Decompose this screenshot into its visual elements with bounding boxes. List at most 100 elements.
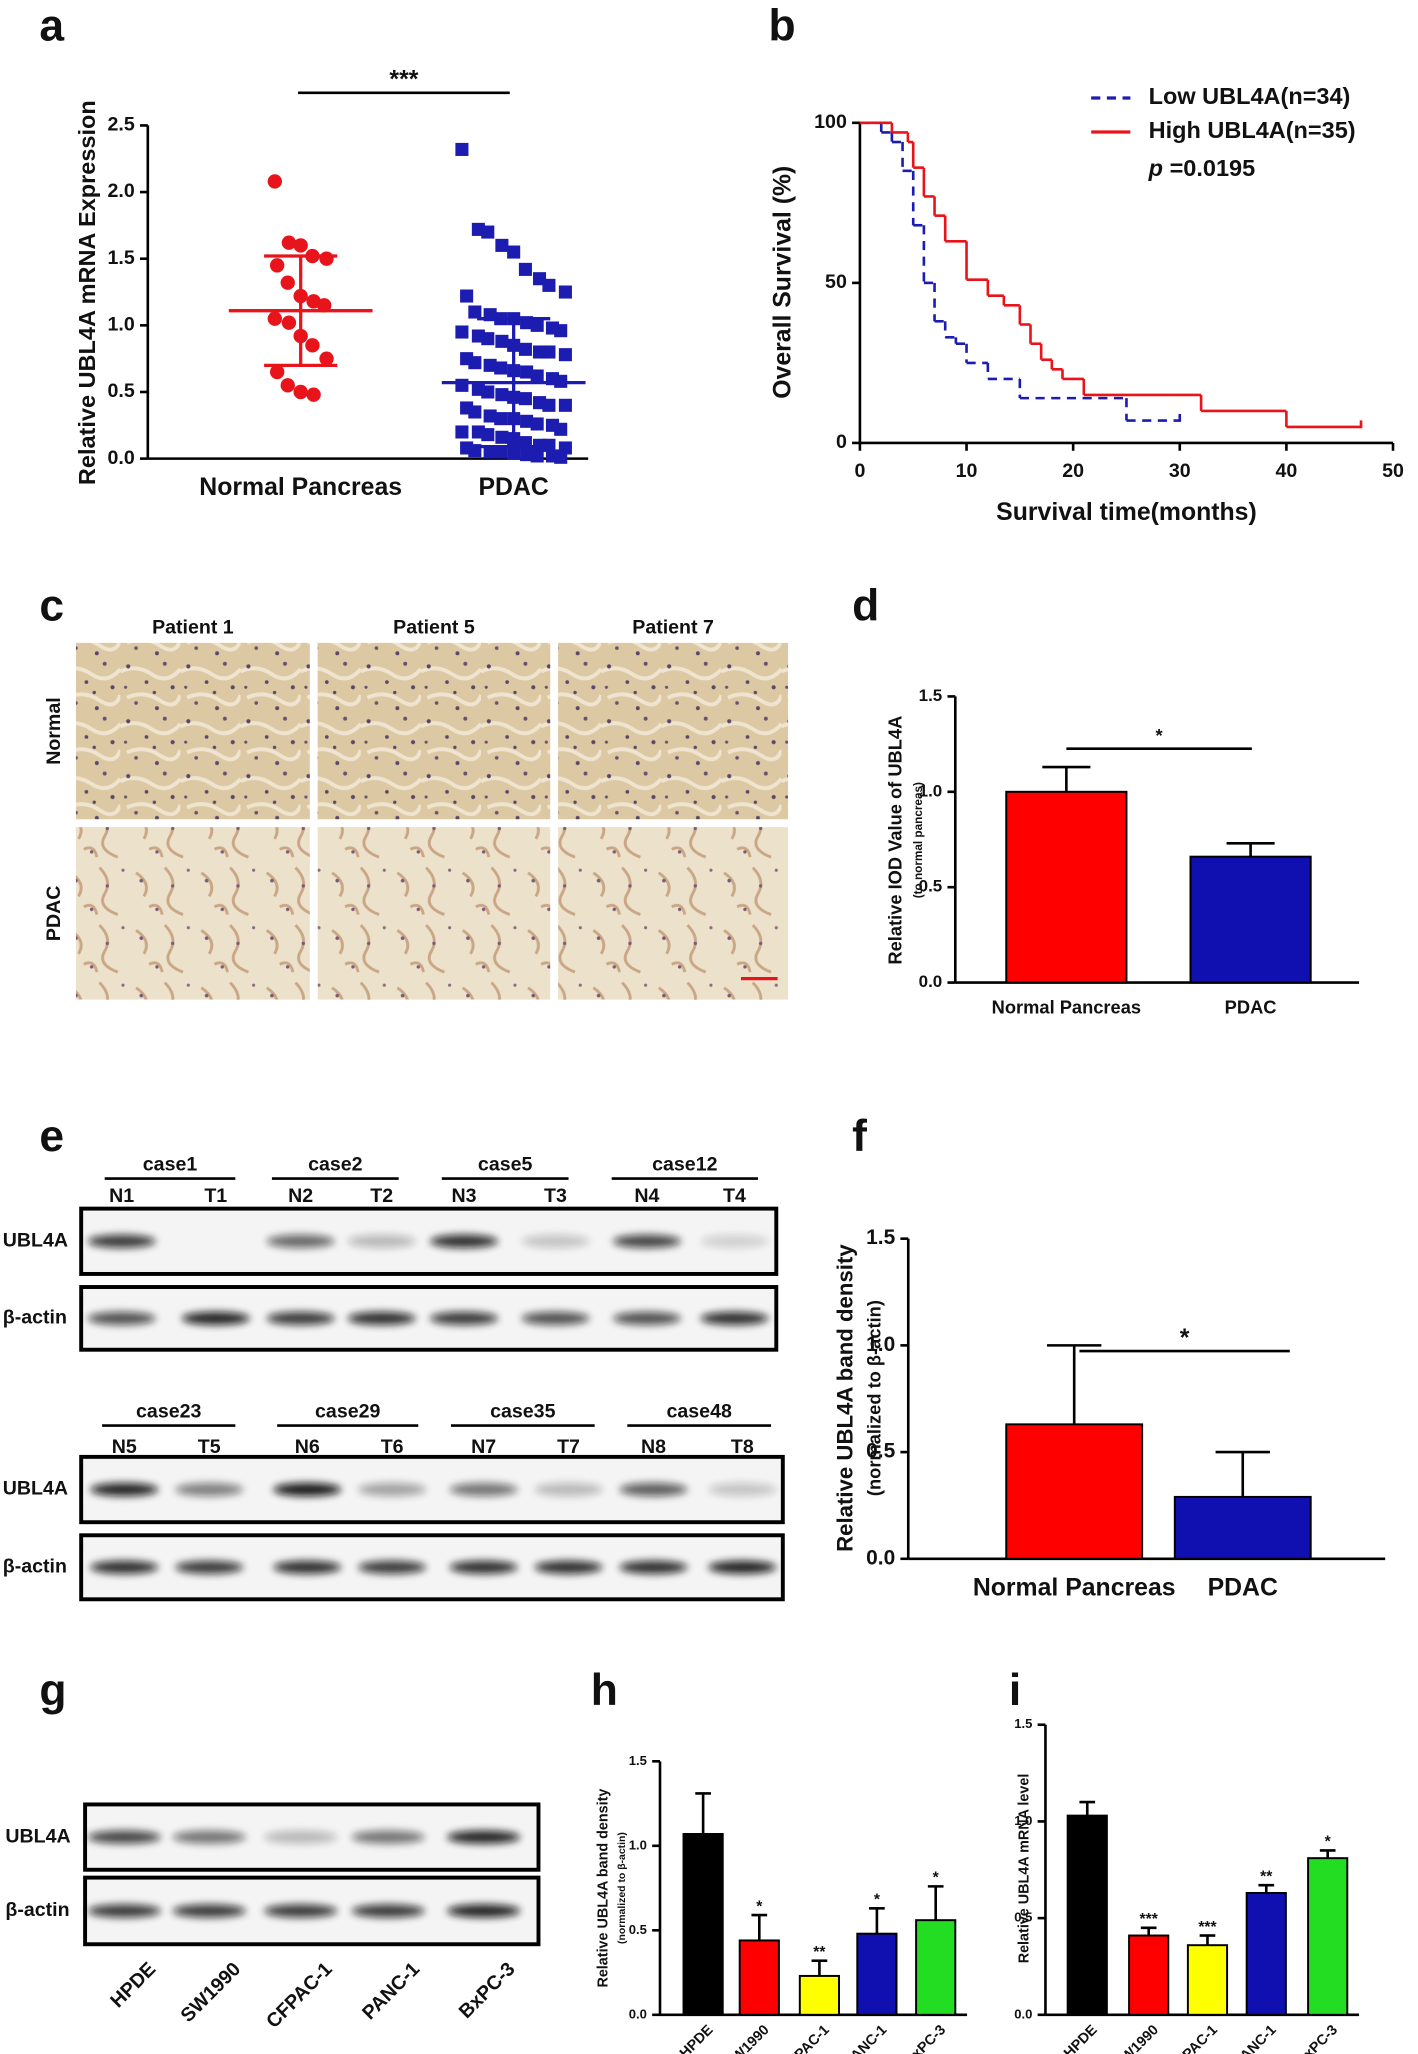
blot-band — [175, 1560, 244, 1574]
p-value: p =0.0195 — [1148, 155, 1256, 181]
case-label: case29 — [315, 1401, 380, 1423]
x-tick-label: HPDE — [677, 2022, 717, 2054]
data-point — [481, 385, 495, 399]
data-point — [455, 325, 469, 339]
bar-annotation: * — [933, 1870, 940, 1887]
y-tick-label: 0.0 — [866, 1546, 895, 1569]
data-point — [495, 388, 509, 402]
y-tick-label: 0.0 — [629, 2006, 647, 2021]
row-label: Normal — [43, 697, 65, 764]
blot-band — [347, 1234, 416, 1248]
y-tick-label: 0.5 — [919, 877, 943, 896]
bar-annotation: *** — [1140, 1911, 1159, 1928]
case-label: case1 — [143, 1154, 198, 1176]
column-label: Patient 5 — [393, 617, 475, 639]
y-tick-label: 1.5 — [629, 1753, 647, 1768]
data-point — [554, 324, 568, 338]
blot-band — [264, 1904, 338, 1918]
panel-letter: i — [1009, 1666, 1021, 1715]
data-point — [494, 361, 508, 375]
y-tick-label: 1.5 — [866, 1226, 895, 1249]
lane-label: T8 — [731, 1436, 754, 1458]
blot-band — [521, 1234, 590, 1248]
lane-label: N1 — [109, 1185, 134, 1207]
y-axis-label: Relative UBL4A mRNA level — [1016, 1774, 1032, 1964]
panel-letter: f — [852, 1112, 867, 1161]
blot-band — [449, 1560, 518, 1574]
blot-band — [264, 1830, 338, 1844]
legend-label: High UBL4A(n=35) — [1149, 117, 1356, 143]
bar — [1186, 1944, 1229, 2016]
tissue-image — [75, 827, 310, 1000]
data-point — [518, 342, 532, 356]
blot-band — [351, 1904, 425, 1918]
case-label: case35 — [490, 1401, 555, 1423]
blot-band — [700, 1234, 769, 1248]
data-point — [481, 428, 495, 442]
blot-band — [87, 1234, 156, 1248]
legend-label: Low UBL4A(n=34) — [1149, 83, 1351, 109]
bar — [798, 1974, 840, 2016]
case-label: case12 — [652, 1154, 717, 1176]
y-tick-label: 1.0 — [866, 1333, 895, 1356]
y-axis-label: Relative UBL4A mRNA Expression — [74, 100, 100, 485]
case-label: case2 — [308, 1154, 363, 1176]
significance-label: * — [1156, 725, 1164, 746]
y-tick-label: 0.5 — [108, 380, 135, 402]
lane-label: T6 — [381, 1436, 404, 1458]
tissue-image — [317, 827, 551, 1000]
data-point — [293, 238, 308, 253]
row-label: UBL4A — [5, 1825, 70, 1847]
lane-label: N8 — [641, 1436, 666, 1458]
x-tick-label: CFPAC-1 — [1166, 2022, 1221, 2054]
y-axis-note: (to normal pancreas) — [912, 782, 925, 898]
data-point — [530, 449, 544, 463]
x-tick-label: PDAC — [1208, 1574, 1278, 1601]
y-tick-label: 0.5 — [629, 1922, 647, 1937]
bar — [856, 1932, 898, 2016]
y-axis-label: Relative UBL4A band density — [596, 1789, 612, 1988]
blot-band — [266, 1234, 335, 1248]
data-point — [530, 318, 544, 332]
x-tick-label: 10 — [956, 460, 978, 482]
x-tick-label: SW1990 — [722, 2022, 772, 2054]
data-point — [267, 174, 282, 189]
column-label: Patient 1 — [152, 617, 234, 639]
data-point — [468, 405, 482, 419]
x-tick-label: BxPC-3 — [1294, 2022, 1341, 2054]
data-point — [520, 448, 534, 462]
blot-band — [266, 1311, 335, 1325]
blot-band — [181, 1311, 250, 1325]
y-tick-label: 50 — [825, 271, 847, 293]
data-point — [455, 425, 469, 439]
column-label: Patient 7 — [632, 617, 714, 639]
x-axis-label: Survival time(months) — [996, 499, 1257, 526]
lane-label: T2 — [370, 1185, 393, 1207]
data-point — [558, 348, 572, 362]
y-axis-note: (normalized to β-actin) — [863, 1300, 884, 1496]
bar — [1128, 1934, 1170, 2016]
lane-label: N4 — [634, 1185, 659, 1207]
lane-label: T1 — [204, 1185, 227, 1207]
bar-annotation: *** — [1198, 1919, 1217, 1936]
data-point — [542, 345, 556, 359]
bar — [1173, 1495, 1312, 1560]
lane-label: PANC-1 — [358, 1958, 424, 2024]
tissue-image — [558, 642, 789, 820]
blot-band — [534, 1483, 603, 1497]
blot-band — [87, 1904, 161, 1918]
x-tick-label: 30 — [1169, 460, 1191, 482]
blot-band — [521, 1311, 590, 1325]
bar — [682, 1833, 724, 2016]
x-tick-label: BxPC-3 — [902, 2022, 949, 2054]
data-point — [495, 238, 509, 252]
data-point — [293, 384, 308, 400]
data-point — [507, 245, 521, 259]
panel-letter: d — [852, 582, 879, 631]
blot-band — [87, 1830, 161, 1844]
bar — [738, 1939, 780, 2016]
blot-band — [612, 1311, 681, 1325]
bar — [915, 1919, 957, 2016]
panel-letter: a — [39, 1, 64, 50]
